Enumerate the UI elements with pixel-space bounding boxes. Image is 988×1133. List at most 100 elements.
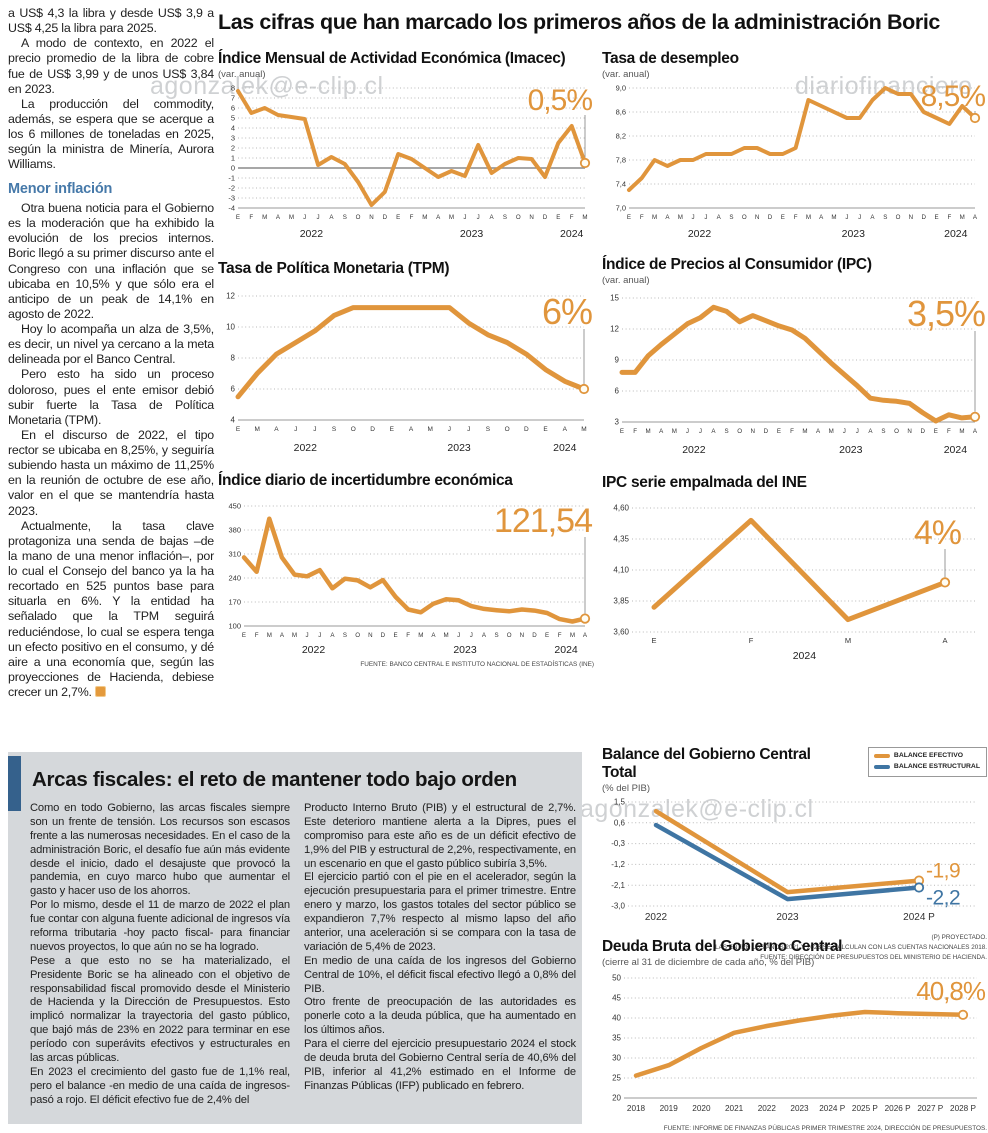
svg-text:2022: 2022: [294, 442, 318, 454]
svg-text:F: F: [947, 428, 951, 435]
svg-text:E: E: [556, 214, 560, 221]
svg-text:O: O: [356, 214, 361, 221]
svg-text:40,8%: 40,8%: [916, 976, 986, 1006]
svg-text:2024: 2024: [553, 442, 577, 454]
svg-text:6: 6: [231, 104, 235, 113]
svg-text:M: M: [672, 428, 677, 435]
svg-text:J: J: [858, 214, 861, 221]
svg-text:F: F: [640, 214, 644, 221]
svg-text:O: O: [355, 632, 360, 639]
svg-text:10: 10: [226, 323, 235, 332]
chart-title: Índice diario de incertidumbre económica: [218, 472, 513, 489]
svg-text:F: F: [790, 428, 794, 435]
chart-plot-imacec: 8 7 6 5 4 3 2 1 0 -1 -2 -3 -4 E F M A M J J A S O N D E F M A M J J A S O N…: [218, 82, 594, 245]
paragraph: Pero esto ha sido un proceso doloroso, p…: [8, 367, 214, 427]
svg-text:E: E: [543, 426, 548, 433]
svg-text:A: A: [482, 632, 487, 639]
svg-text:J: J: [856, 428, 859, 435]
svg-text:3: 3: [231, 134, 235, 143]
svg-text:M: M: [289, 214, 294, 221]
svg-text:2023: 2023: [453, 644, 477, 656]
svg-text:O: O: [516, 214, 521, 221]
svg-text:2023: 2023: [776, 912, 799, 923]
svg-text:4,35: 4,35: [613, 535, 629, 544]
chart-notes: (P) PROYECTADO. LAS ENTRE LOS AÑOS 2021 …: [602, 933, 987, 962]
svg-text:2022: 2022: [645, 912, 668, 923]
svg-text:D: D: [383, 214, 388, 221]
chart-plot-ipc: 15 12 9 6 3 E F M A M J J A S O N D E F M A M J J A S O N D E F M A 2022 2…: [602, 288, 987, 461]
svg-text:F: F: [410, 214, 414, 221]
svg-text:2022: 2022: [688, 228, 712, 240]
chart-imacec: Índice Mensual de Actividad Económica (I…: [218, 50, 594, 245]
paragraph: Otra buena noticia para el Gobierno es l…: [8, 201, 214, 321]
svg-text:J: J: [470, 632, 473, 639]
svg-text:A: A: [276, 214, 281, 221]
accent-bar: [8, 756, 21, 811]
svg-text:2: 2: [231, 144, 235, 153]
fiscal-column-1: Como en todo Gobierno, las arcas fiscale…: [30, 802, 290, 1108]
svg-text:S: S: [725, 428, 729, 435]
svg-text:J: J: [467, 426, 470, 433]
paragraph: a US$ 4,3 la libra y desde US$ 3,9 a US$…: [8, 6, 214, 36]
svg-text:J: J: [686, 428, 689, 435]
svg-text:N: N: [529, 214, 533, 221]
svg-text:4: 4: [231, 124, 235, 133]
svg-text:E: E: [651, 636, 656, 645]
svg-text:2023: 2023: [842, 228, 866, 240]
svg-text:6: 6: [615, 387, 620, 396]
svg-text:O: O: [894, 428, 899, 435]
svg-text:8,6: 8,6: [616, 108, 626, 117]
svg-text:4: 4: [231, 416, 236, 425]
svg-text:O: O: [507, 632, 512, 639]
svg-text:2023: 2023: [790, 1104, 809, 1113]
svg-text:2018: 2018: [627, 1104, 646, 1113]
svg-text:A: A: [274, 426, 279, 433]
svg-text:A: A: [659, 428, 664, 435]
svg-text:-1: -1: [228, 174, 235, 183]
svg-text:S: S: [729, 214, 733, 221]
svg-text:D: D: [381, 632, 386, 639]
svg-text:2024: 2024: [944, 444, 968, 456]
svg-text:O: O: [896, 214, 901, 221]
svg-text:2023: 2023: [460, 228, 484, 240]
svg-text:2025 P: 2025 P: [852, 1104, 878, 1113]
paragraph: Producto Interno Bruto (PIB) y el estruc…: [304, 802, 576, 870]
svg-text:2022: 2022: [758, 1104, 777, 1113]
svg-text:D: D: [543, 214, 548, 221]
article-subhead: Menor inflación: [8, 181, 113, 198]
chart-note: FUENTE: DIRECCIÓN DE PRESUPUESTOS DEL MI…: [760, 953, 987, 961]
svg-text:A: A: [973, 214, 978, 221]
svg-text:O: O: [505, 426, 510, 433]
svg-text:1: 1: [231, 154, 235, 163]
svg-text:2023: 2023: [447, 442, 471, 454]
svg-text:D: D: [764, 428, 769, 435]
svg-text:2022: 2022: [682, 444, 706, 456]
chart-ipc: Índice de Precios al Consumidor (IPC) (v…: [602, 256, 987, 461]
svg-text:S: S: [486, 426, 491, 433]
legend-swatch-estructural: [873, 765, 890, 770]
svg-text:30: 30: [612, 1054, 621, 1063]
svg-text:O: O: [351, 426, 356, 433]
paragraph: En medio de una caída de los ingresos de…: [304, 954, 576, 995]
svg-text:15: 15: [610, 294, 619, 303]
svg-text:E: E: [935, 214, 939, 221]
svg-text:0,6: 0,6: [614, 818, 626, 827]
chart-note: (P) PROYECTADO.: [931, 934, 987, 941]
paragraph: La producción del commodity, además, se …: [8, 96, 214, 172]
svg-text:35: 35: [612, 1034, 621, 1043]
chart-plot-balance: 1,5 0,6 -0,3 -1,2 -2,1 -3,0 2022 2023 2024 P -1,9…: [602, 796, 987, 931]
svg-text:E: E: [390, 426, 395, 433]
svg-text:2023: 2023: [839, 444, 863, 456]
chart-title: Tasa de desempleo: [602, 50, 739, 67]
svg-text:S: S: [503, 214, 507, 221]
svg-text:F: F: [558, 632, 562, 639]
svg-text:E: E: [777, 428, 781, 435]
svg-text:450: 450: [228, 502, 241, 511]
svg-text:D: D: [532, 632, 537, 639]
svg-text:A: A: [490, 214, 495, 221]
svg-text:J: J: [317, 214, 320, 221]
svg-text:-1,9: -1,9: [926, 860, 960, 883]
svg-text:A: A: [431, 632, 436, 639]
svg-text:2024: 2024: [554, 644, 578, 656]
